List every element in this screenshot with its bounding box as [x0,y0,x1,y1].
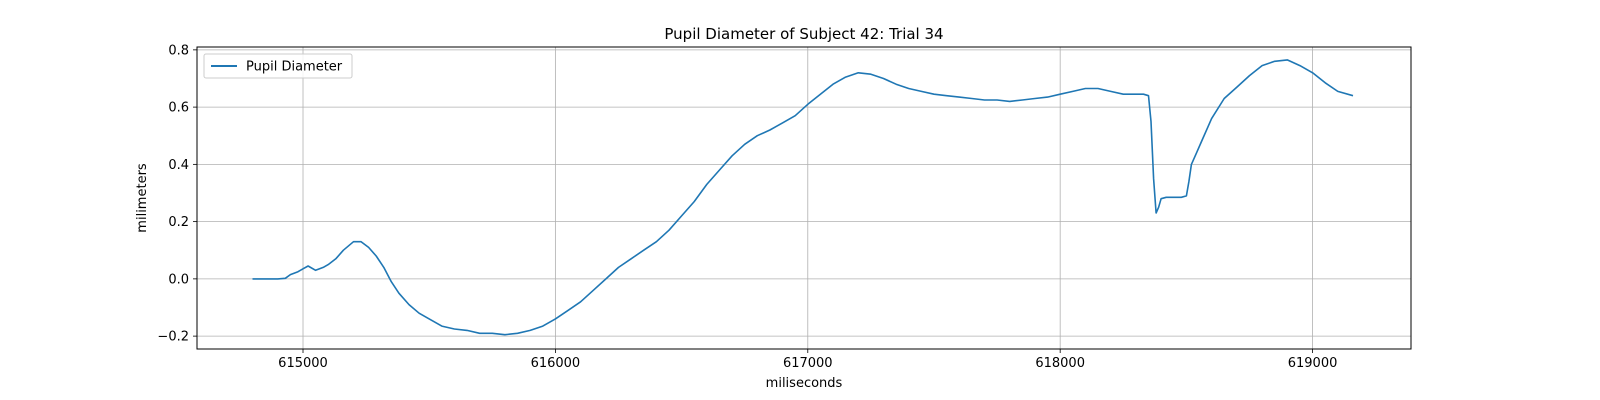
y-tick-label: 0.6 [168,101,189,116]
y-axis-title: milimeters [135,163,150,233]
legend-label-pupil-diameter: Pupil Diameter [246,60,343,75]
series-line-pupil-diameter [252,59,1354,336]
y-tick-label: 0.2 [168,215,189,230]
x-axis-title: miliseconds [766,376,843,391]
y-tick-label: 0.8 [168,43,189,58]
y-tick-label: 0.4 [168,158,189,173]
plot-area-frame [196,46,1412,350]
x-tick-label: 615000 [278,356,328,371]
grid-lines [197,47,1411,349]
legend: Pupil Diameter [203,53,353,79]
legend-box [203,53,353,79]
y-tick-label: 0.0 [168,272,189,287]
x-axis-ticks: 615000 616000 617000 618000 619000 [278,349,1337,371]
y-tick-label: −0.2 [157,330,189,345]
x-tick-label: 619000 [1288,356,1338,371]
chart-title: Pupil Diameter of Subject 42: Trial 34 [664,25,943,43]
x-tick-label: 616000 [531,356,581,371]
y-axis-ticks: −0.2 0.0 0.2 0.4 0.6 0.8 [157,43,197,345]
series-layer [252,59,1354,336]
x-tick-label: 618000 [1035,356,1085,371]
x-tick-label: 617000 [783,356,833,371]
